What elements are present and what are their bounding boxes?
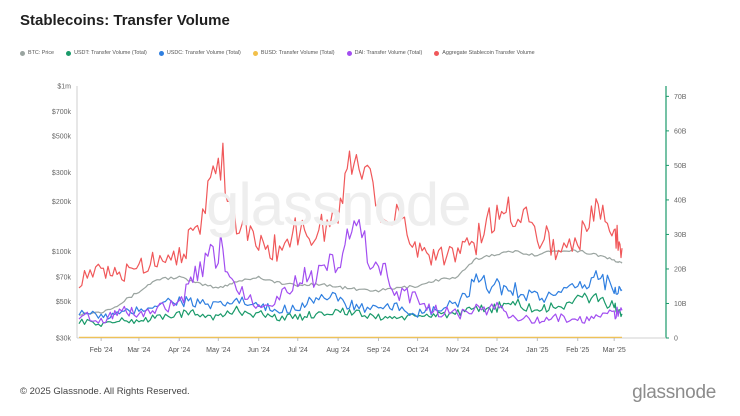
legend-label-btc: BTC: Price — [28, 50, 55, 56]
right-axis-tick-label: 60B — [674, 128, 687, 135]
right-axis-tick-label: 70B — [674, 94, 687, 101]
brand-logo-text: glassnode — [632, 382, 716, 403]
legend-item-usdt[interactable]: USDT: Transfer Volume (Total) — [66, 50, 147, 56]
left-axis-tick-label: $50k — [56, 299, 72, 306]
left-axis-tick-label: $500k — [52, 133, 72, 140]
x-axis-tick-label: Sep '24 — [367, 347, 391, 354]
right-axis-tick-label: 0 — [674, 336, 678, 343]
right-axis-tick-label: 40B — [674, 197, 687, 204]
x-axis-tick-label: Apr '24 — [168, 347, 190, 354]
x-axis-tick-label: Oct '24 — [407, 347, 429, 354]
legend-item-aggregate[interactable]: Aggregate Stablecoin Transfer Volume — [434, 50, 535, 56]
legend-item-dai[interactable]: DAI: Transfer Volume (Total) — [346, 50, 423, 56]
left-axis-tick-label: $300k — [52, 170, 72, 177]
legend-label-dai: DAI: Transfer Volume (Total) — [354, 50, 423, 56]
x-axis-tick-label: Aug '24 — [326, 347, 350, 354]
legend-marker-dai — [346, 50, 352, 56]
series-line-dai — [78, 219, 623, 324]
legend-marker-aggregate — [434, 50, 440, 56]
x-axis-tick-label: Nov '24 — [446, 347, 470, 354]
right-axis-tick-label: 10B — [674, 301, 687, 308]
right-axis-tick-label: 20B — [674, 266, 687, 273]
series-line-btc — [78, 249, 623, 316]
left-axis-tick-label: $200k — [52, 199, 72, 206]
x-axis-tick-label: Jul '24 — [288, 347, 308, 354]
legend-label-usdt: USDT: Transfer Volume (Total) — [74, 50, 147, 56]
left-axis-tick-label: $1m — [57, 84, 71, 91]
left-axis-tick-label: $70k — [56, 275, 72, 282]
legend-marker-busd — [252, 50, 258, 56]
x-axis-tick-label: Feb '25 — [566, 347, 589, 354]
x-axis-tick-label: Jan '25 — [526, 347, 548, 354]
x-axis-tick-label: Mar '25 — [603, 347, 626, 354]
legend-marker-usdc — [158, 50, 164, 56]
legend-label-busd: BUSD: Transfer Volume (Total) — [260, 50, 335, 56]
legend-item-btc[interactable]: BTC: Price — [20, 50, 54, 56]
x-axis-tick-label: Mar '24 — [127, 347, 150, 354]
x-axis-tick-label: Dec '24 — [485, 347, 509, 354]
left-axis-tick-label: $100k — [52, 249, 72, 256]
chart-legend: BTC: Price USDT: Transfer Volume (Total)… — [20, 50, 535, 56]
legend-marker-usdt — [66, 50, 72, 56]
series-line-usdt — [78, 292, 623, 327]
watermark: glassnode — [206, 171, 472, 238]
x-axis-tick-label: Feb '24 — [90, 347, 113, 354]
right-axis-tick-label: 30B — [674, 232, 687, 239]
legend-label-usdc: USDC: Transfer Volume (Total) — [166, 50, 241, 56]
legend-item-busd[interactable]: BUSD: Transfer Volume (Total) — [252, 50, 335, 56]
chart-title: Stablecoins: Transfer Volume — [20, 12, 230, 29]
left-axis-tick-label: $700k — [52, 109, 72, 116]
legend-marker-btc — [20, 50, 25, 56]
legend-item-usdc[interactable]: USDC: Transfer Volume (Total) — [158, 50, 241, 56]
series-line-aggregate — [78, 142, 623, 289]
legend-label-aggregate: Aggregate Stablecoin Transfer Volume — [442, 50, 535, 56]
left-axis-tick-label: $30k — [56, 336, 72, 343]
copyright-text: © 2025 Glassnode. All Rights Reserved. — [20, 386, 190, 397]
right-axis-tick-label: 50B — [674, 163, 687, 170]
x-axis-tick-label: May '24 — [206, 347, 230, 354]
x-axis-tick-label: Jun '24 — [248, 347, 270, 354]
